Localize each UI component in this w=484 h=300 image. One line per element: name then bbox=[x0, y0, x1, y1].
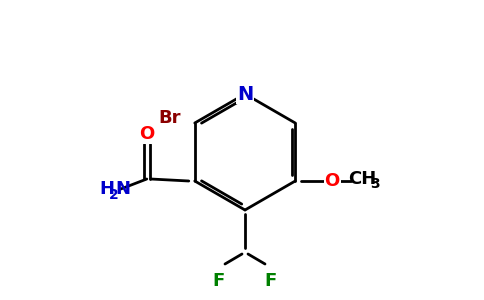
Text: F: F bbox=[265, 272, 277, 290]
Text: 2: 2 bbox=[109, 188, 119, 202]
Text: O: O bbox=[325, 172, 340, 190]
Text: 3: 3 bbox=[370, 177, 380, 191]
Text: H: H bbox=[99, 180, 114, 198]
Text: O: O bbox=[139, 125, 154, 143]
Text: Br: Br bbox=[158, 109, 181, 127]
Text: N: N bbox=[237, 85, 253, 104]
Text: N: N bbox=[115, 180, 130, 198]
Text: F: F bbox=[213, 272, 225, 290]
Text: CH: CH bbox=[348, 170, 377, 188]
